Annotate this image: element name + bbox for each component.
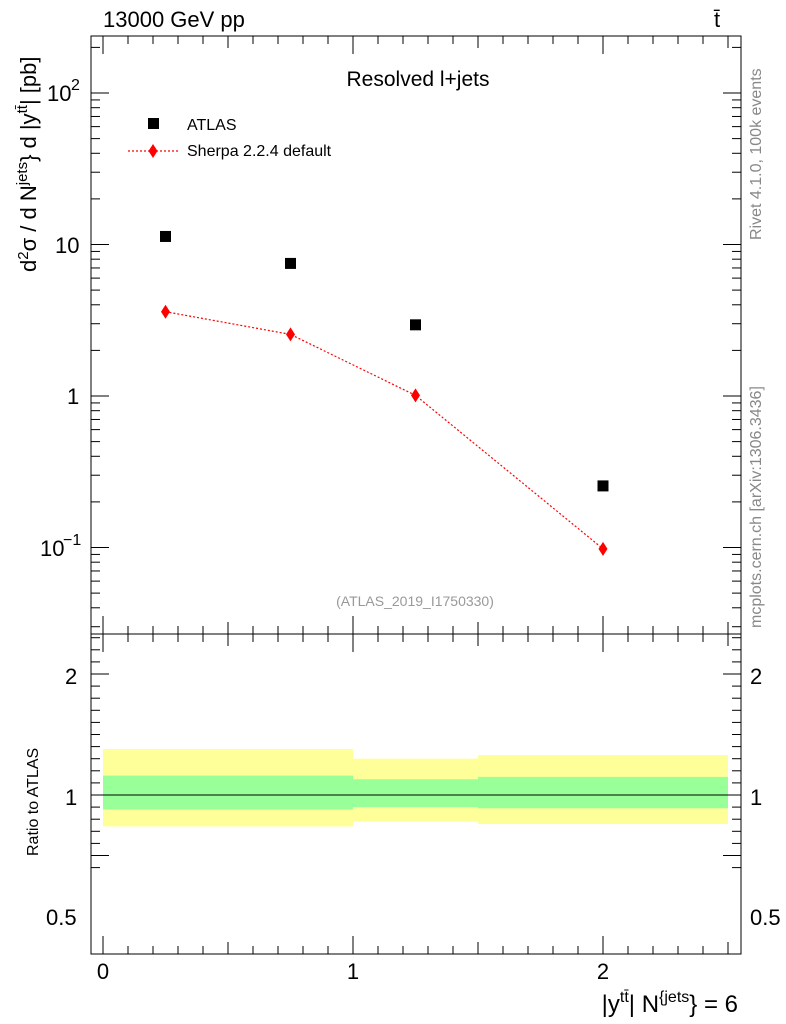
ratio-panel-frame xyxy=(90,633,742,955)
ratio-y-axis-label: Ratio to ATLAS xyxy=(25,748,42,856)
ratio-bands xyxy=(103,749,728,827)
ytick-label-100-base: 10 xyxy=(47,81,71,106)
ytick-label-0p1-exp: −1 xyxy=(63,532,81,549)
ytick-label-1: 1 xyxy=(67,384,79,409)
ratio-y-ticks xyxy=(91,637,741,869)
header-process-label: t̄ xyxy=(714,7,720,32)
ratio-ytick-label-0p5-right: 0.5 xyxy=(750,905,781,930)
header-energy: 13000 GeV pp xyxy=(103,7,245,32)
legend-sherpa-label: Sherpa 2.2.4 default xyxy=(187,143,332,160)
xtick-label-1: 1 xyxy=(347,959,359,984)
side-mcplots-label: mcplots.cern.ch [arXiv:1306.3436] xyxy=(748,386,765,628)
header-process: t̄ xyxy=(714,7,720,32)
ratio-y-tick-labels-right: 0.5 1 2 xyxy=(750,664,781,930)
legend-atlas-label: ATLAS xyxy=(187,117,237,134)
main-y-ticks xyxy=(91,46,741,628)
atlas-data-point xyxy=(597,480,609,492)
main-y-axis-label: d2σ / d Njets} d |ytt̄| [pb] xyxy=(14,57,41,273)
ratio-ytick-label-1: 1 xyxy=(65,785,77,810)
sherpa-data-point xyxy=(286,327,295,342)
sherpa-line xyxy=(165,311,604,550)
legend-atlas-marker xyxy=(148,118,159,129)
ytick-label-10: 10 xyxy=(55,233,79,258)
ratio-band-green xyxy=(103,775,228,810)
ratio-ytick-label-2: 2 xyxy=(65,664,77,689)
atlas-data-point xyxy=(160,230,171,242)
series-layer xyxy=(160,230,609,556)
sherpa-data-point xyxy=(598,541,608,556)
ratio-band-green xyxy=(228,775,353,810)
ratio-ytick-label-0p5: 0.5 xyxy=(46,905,77,930)
ytick-label-100-exp: 2 xyxy=(71,77,80,94)
x-tick-labels: 0 1 2 xyxy=(97,959,609,984)
xtick-label-0: 0 xyxy=(97,959,109,984)
ratio-y-tick-labels-left: 0.5 1 2 xyxy=(46,664,77,930)
atlas-data-point xyxy=(285,257,296,269)
ytick-label-0p1-base: 10 xyxy=(40,536,64,561)
sherpa-data-point xyxy=(161,304,170,319)
sherpa-data-point xyxy=(411,388,420,403)
side-rivet-label: Rivet 4.1.0, 100k events xyxy=(748,68,765,240)
atlas-data-point xyxy=(410,319,421,331)
main-y-tick-labels: 10 −1 1 10 10 2 xyxy=(40,77,81,561)
xtick-label-2: 2 xyxy=(597,959,609,984)
legend: ATLAS Sherpa 2.2.4 default xyxy=(128,117,332,160)
ratio-ytick-label-2-right: 2 xyxy=(750,664,762,689)
legend-sherpa-marker xyxy=(148,144,158,158)
ratio-band-green xyxy=(353,779,478,808)
x-axis-label: |ytt̄| N{jets} = 6 xyxy=(602,989,738,1018)
ratio-x-ticks xyxy=(102,634,729,954)
main-x-ticks xyxy=(102,36,729,634)
ratio-band-green xyxy=(478,776,728,809)
chart-title: Resolved l+jets xyxy=(347,68,490,91)
ratio-ytick-label-1-right: 1 xyxy=(750,785,762,810)
analysis-watermark: (ATLAS_2019_I1750330) xyxy=(336,593,494,609)
